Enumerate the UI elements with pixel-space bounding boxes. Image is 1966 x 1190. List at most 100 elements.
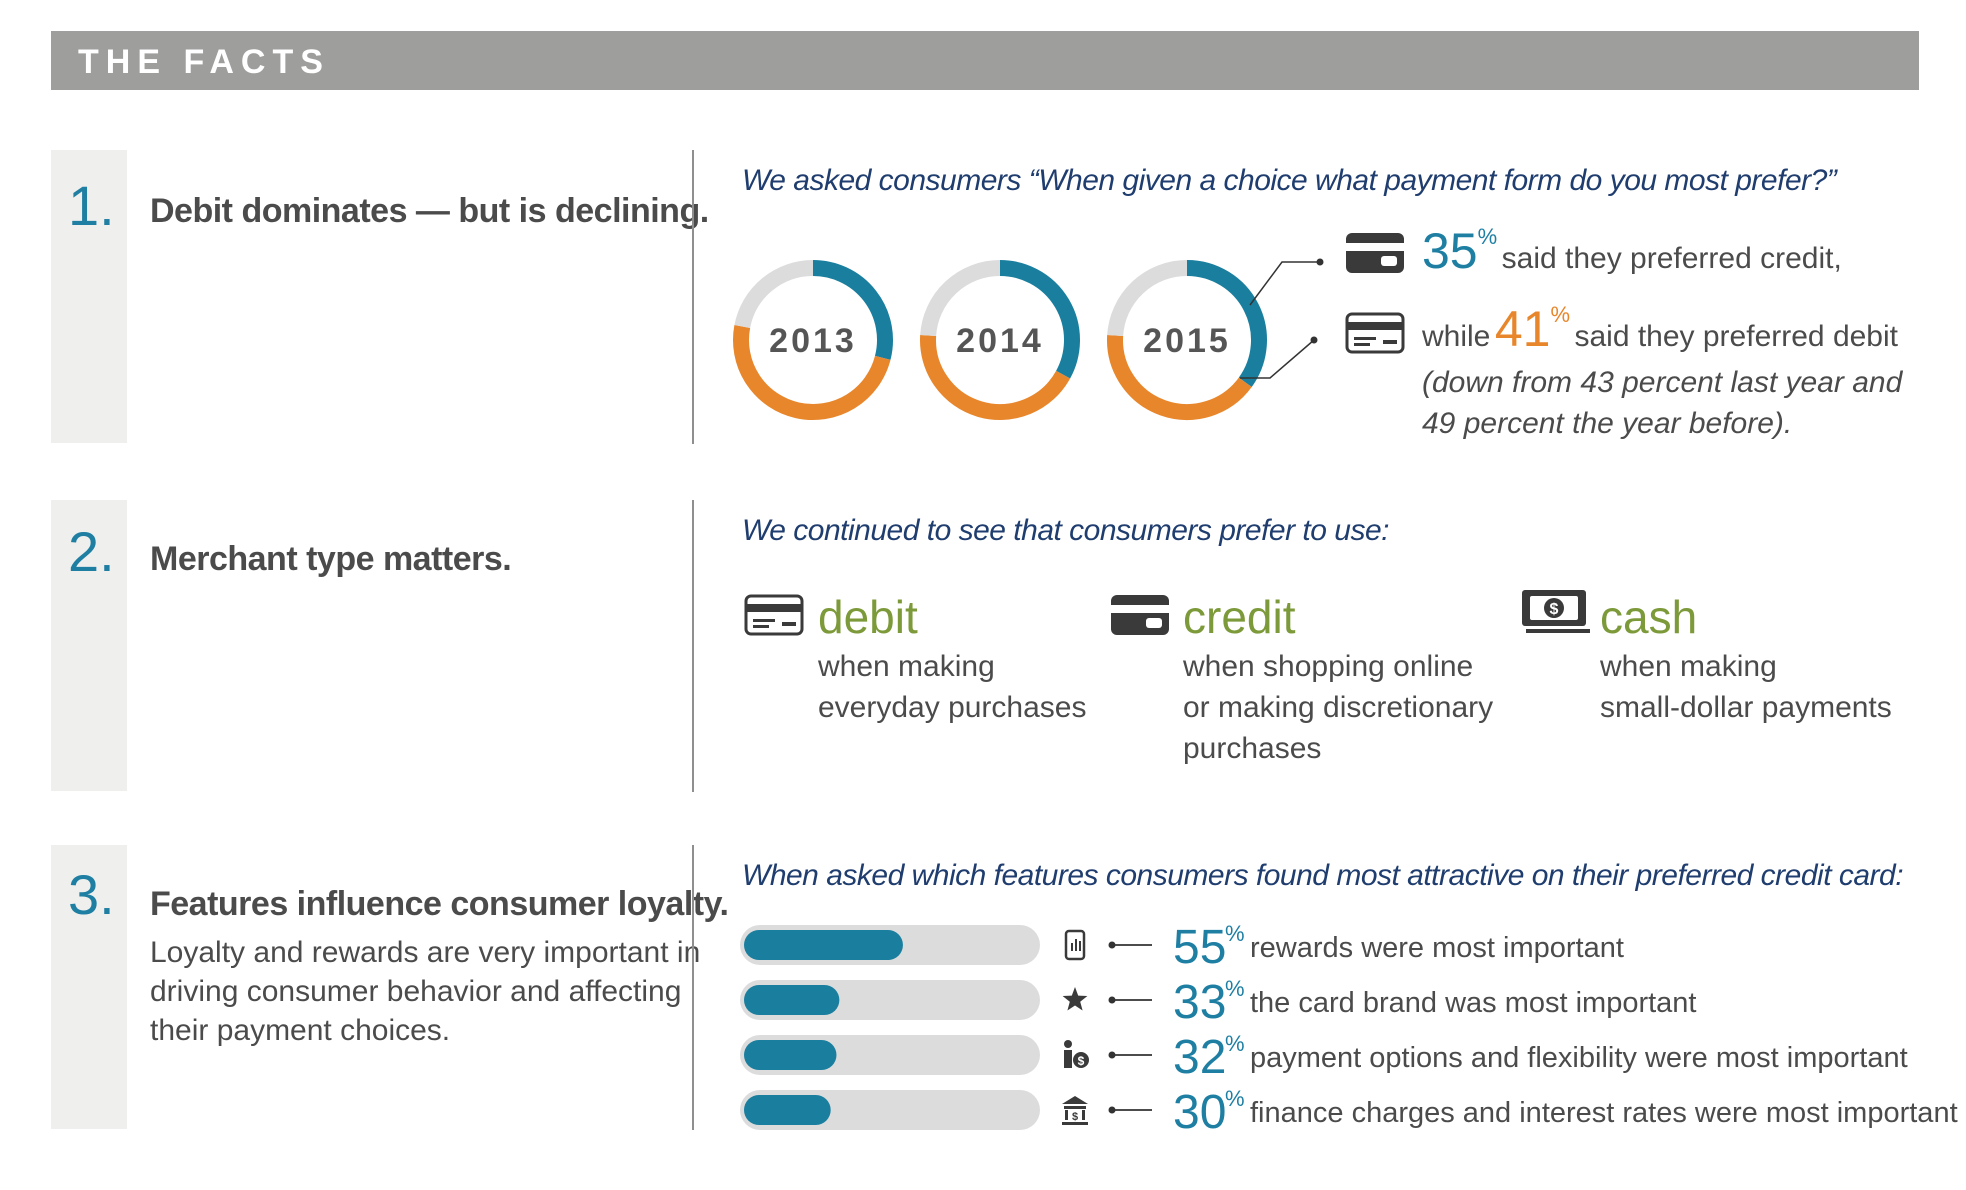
number-box — [51, 500, 127, 791]
svg-text:$: $ — [1078, 1054, 1085, 1068]
number-box — [51, 845, 127, 1129]
section-title: Debit dominates — but is declining. — [150, 192, 709, 230]
debit-note-line: 49 percent the year before). — [1422, 407, 1793, 440]
credit-card-icon — [1346, 233, 1404, 273]
debit-line: while 41% said they preferred debit — [1422, 301, 1898, 357]
section-1: 1. Debit dominates — but is declining. W… — [0, 150, 1966, 445]
donut-slice-other — [734, 260, 814, 329]
debit-prefix: while — [1422, 320, 1491, 353]
section-subtitle: Loyalty and rewards are very important i… — [150, 933, 700, 1050]
donut-slice-other — [920, 260, 1001, 337]
feature-row: $30% finance charges and interest rates w… — [740, 1086, 1958, 1130]
divider — [692, 845, 694, 1130]
donut-year-label: 2015 — [1143, 322, 1231, 360]
credit-line: 35% said they preferred credit, — [1422, 223, 1842, 279]
section-3: 3. Features influence consumer loyalty. … — [0, 845, 1966, 1130]
bank-icon: $ — [1062, 1096, 1088, 1125]
credit-connector-dot — [1316, 258, 1324, 266]
bar — [744, 1095, 831, 1125]
svg-text:$: $ — [1550, 601, 1559, 618]
donut-2015: 2015 — [1107, 260, 1267, 420]
subtitle-line: Loyalty and rewards are very important i… — [150, 936, 701, 969]
bar — [744, 1040, 837, 1070]
cash-icon: $ — [1522, 590, 1590, 633]
donut-charts: 2013 2014 2015 — [733, 260, 1267, 420]
description-line: everyday purchases — [818, 691, 1087, 724]
connector-dot — [1108, 941, 1116, 949]
value-label: 30 — [1173, 1086, 1226, 1130]
category-label: payment options and flexibility were mos… — [1250, 1042, 1908, 1074]
cash-label: cash — [1600, 591, 1698, 643]
description-line: purchases — [1183, 732, 1322, 765]
donut-year-label: 2013 — [769, 322, 857, 360]
category-label: the card brand was most important — [1250, 987, 1696, 1019]
donut-slice-credit — [999, 260, 1080, 379]
debit-card-icon — [744, 594, 804, 636]
value-percent-sign: % — [1225, 976, 1245, 1001]
section-title: Features influence consumer loyalty. — [150, 885, 729, 923]
section-number: 2. — [68, 520, 115, 583]
question-text: When asked which features consumers foun… — [742, 859, 1904, 892]
description-line: when shopping online — [1183, 650, 1474, 683]
person-money-icon: $ — [1064, 1040, 1089, 1068]
debit-label: debit — [818, 591, 918, 643]
donut-slice-credit — [1186, 260, 1267, 388]
debit-card-icon — [1345, 312, 1405, 354]
connector-dot — [1108, 1106, 1116, 1114]
divider — [692, 150, 694, 444]
debit-text: said they preferred debit — [1574, 320, 1898, 353]
section-number: 3. — [68, 863, 115, 926]
category-label: finance charges and interest rates were … — [1250, 1097, 1958, 1129]
description-line: or making discretionary — [1183, 691, 1494, 724]
credit-percent: 35 — [1422, 223, 1478, 279]
value-label: 32 — [1173, 1031, 1226, 1084]
category-label: rewards were most important — [1250, 932, 1624, 964]
donut-slice-debit — [733, 325, 891, 420]
credit-card-icon — [1111, 595, 1169, 635]
description-line: when making — [1600, 650, 1777, 683]
donut-slice-debit — [1107, 334, 1252, 420]
donut-year-label: 2014 — [956, 322, 1044, 360]
feature-row: $32% payment options and flexibility were… — [740, 1031, 1908, 1084]
phone-icon — [1064, 929, 1086, 961]
cash-description: when making small-dollar payments — [1600, 646, 1892, 728]
credit-text: said they preferred credit, — [1501, 242, 1842, 275]
svg-text:$: $ — [1072, 1111, 1078, 1123]
page-title: THE FACTS — [78, 43, 330, 81]
divider — [692, 500, 694, 792]
section-number: 1. — [68, 174, 115, 237]
value-label: 55 — [1173, 921, 1226, 974]
debit-percent-sign: % — [1550, 302, 1571, 327]
subtitle-line: their payment choices. — [150, 1014, 451, 1047]
feature-row: 55% rewards were most important — [740, 921, 1624, 974]
connector-dot — [1108, 996, 1116, 1004]
debit-connector — [1240, 339, 1315, 379]
bar — [744, 930, 903, 960]
debit-connector-dot — [1310, 336, 1318, 344]
debit-description: when making everyday purchases — [818, 646, 1086, 728]
donut-slice-debit — [920, 334, 1071, 420]
value-percent-sign: % — [1225, 1086, 1245, 1111]
debit-percent: 41 — [1494, 301, 1551, 357]
donut-slice-credit — [812, 260, 893, 360]
description-line: small-dollar payments — [1600, 691, 1892, 724]
donut-2013: 2013 — [733, 260, 893, 420]
debit-note: (down from 43 percent last year and 49 p… — [1422, 362, 1902, 444]
credit-label: credit — [1183, 591, 1296, 643]
subtitle-line: driving consumer behavior and affecting — [150, 975, 682, 1008]
star-icon — [1062, 987, 1088, 1011]
question-text: We continued to see that consumers prefe… — [742, 514, 1389, 547]
debit-note-line: (down from 43 percent last year and — [1422, 366, 1903, 399]
value-percent-sign: % — [1225, 1031, 1245, 1056]
credit-connector — [1249, 261, 1320, 306]
section-2: 2. Merchant type matters. We continued t… — [0, 500, 1966, 792]
bar — [744, 985, 840, 1015]
value-label: 33 — [1173, 976, 1226, 1029]
number-box — [51, 150, 127, 443]
donut-slice-other — [1107, 260, 1188, 337]
value-percent-sign: % — [1225, 921, 1245, 946]
feature-row: 33% the card brand was most important — [740, 976, 1696, 1029]
credit-percent-sign: % — [1477, 224, 1498, 249]
connector-dot — [1108, 1051, 1116, 1059]
